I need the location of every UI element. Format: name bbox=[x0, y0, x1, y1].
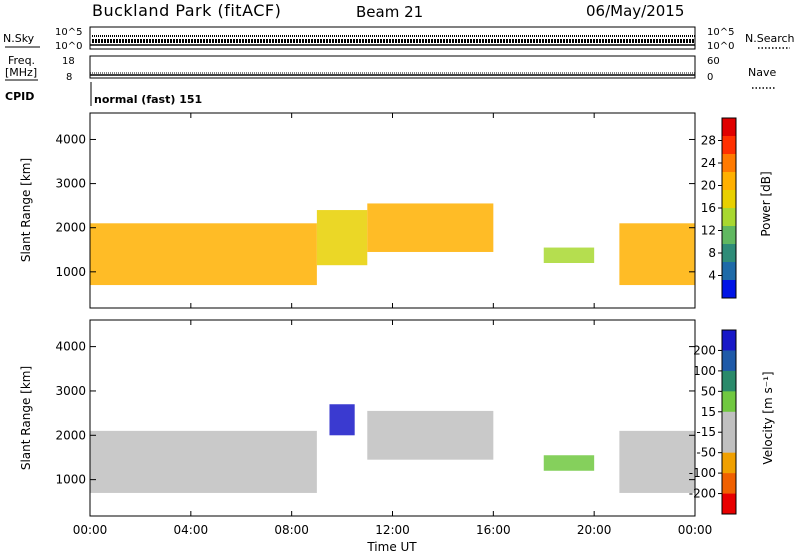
velocity-colorbar-frame bbox=[721, 329, 737, 515]
power-colorbar-tick-label: 8 bbox=[708, 246, 716, 260]
power-colorbar-tick-label: 28 bbox=[701, 134, 716, 148]
beam-title: Beam 21 bbox=[356, 3, 423, 21]
velocity-colorbar-segment bbox=[722, 473, 736, 494]
velocity-y-tick-label: 1000 bbox=[55, 473, 86, 487]
power-y-tick-label: 2000 bbox=[55, 221, 86, 235]
power-chart: 1000 2000 3000 4000 Slant Range [km] bbox=[19, 112, 696, 309]
date-title: 06/May/2015 bbox=[586, 2, 684, 20]
velocity-colorbar-segment bbox=[722, 330, 736, 351]
velocity-colorbar-tick-label: -100 bbox=[689, 466, 716, 480]
velocity-colorbar-tick-label: -200 bbox=[689, 487, 716, 501]
velocity-colorbar-tick-label: 50 bbox=[701, 384, 716, 398]
power-axes: 1000 2000 3000 4000 bbox=[55, 113, 696, 308]
power-colorbar-tick-label: 16 bbox=[701, 201, 716, 215]
freq-unit-label: [MHz] bbox=[5, 66, 37, 79]
velocity-colorbar-tick-label: -15 bbox=[696, 425, 716, 439]
x-tick-label: 00:00 bbox=[73, 523, 108, 537]
nsky-tick-bottom: 10^0 bbox=[55, 41, 82, 52]
velocity-echo-band bbox=[543, 455, 595, 471]
velocity-colorbar-segment bbox=[722, 350, 736, 372]
power-colorbar-segment bbox=[722, 280, 736, 299]
velocity-echo-band bbox=[619, 430, 695, 493]
power-colorbar-tick-label: 4 bbox=[708, 269, 716, 283]
cpid-label: CPID bbox=[5, 90, 34, 103]
x-tick-label: 16:00 bbox=[476, 523, 511, 537]
velocity-colorbar-segment bbox=[722, 493, 736, 515]
x-tick-label: 08:00 bbox=[274, 523, 309, 537]
velocity-colorbar-segment bbox=[722, 391, 736, 413]
freq-tick-top: 18 bbox=[62, 56, 75, 67]
velocity-y-tick-label: 4000 bbox=[55, 340, 86, 354]
nsearch-tick-bottom: 10^0 bbox=[707, 41, 734, 52]
velocity-colorbar-segment bbox=[722, 432, 736, 453]
velocity-echo-band bbox=[367, 410, 494, 460]
velocity-colorbar-tick-label: -50 bbox=[696, 446, 716, 460]
x-tick-label: 20:00 bbox=[577, 523, 612, 537]
power-y-tick-label: 1000 bbox=[55, 265, 86, 279]
power-echo-band bbox=[316, 210, 368, 266]
station-title: Buckland Park (fitACF) bbox=[92, 1, 281, 20]
power-colorbar-segment bbox=[722, 136, 736, 155]
velocity-colorbar-tick-label: 100 bbox=[693, 364, 716, 378]
velocity-echo-band bbox=[90, 430, 317, 493]
velocity-colorbar-segment bbox=[722, 452, 736, 474]
velocity-colorbar: 200 100 50 15 -15 -50 -100 -200 bbox=[689, 329, 737, 515]
power-echo-band bbox=[619, 223, 695, 286]
power-y-axis-label: Slant Range [km] bbox=[19, 158, 33, 262]
power-y-tick-label: 4000 bbox=[55, 132, 86, 146]
x-tick-label: 04:00 bbox=[174, 523, 209, 537]
power-colorbar-tick-label: 24 bbox=[701, 156, 716, 170]
nave-tick-bottom: 0 bbox=[707, 72, 713, 83]
nsky-panel bbox=[89, 26, 696, 50]
power-echo-band bbox=[90, 223, 317, 286]
power-colorbar: 28 24 20 16 12 8 4 bbox=[701, 117, 737, 299]
nsky-label: N.Sky bbox=[3, 32, 35, 45]
power-colorbar-segment bbox=[722, 262, 736, 281]
velocity-axes: 00:00 04:00 08:00 12:00 16:00 20:00 00:00 1000 2… bbox=[55, 320, 712, 537]
velocity-colorbar-label: Velocity [m s⁻¹] bbox=[761, 371, 775, 464]
power-colorbar-label: Power [dB] bbox=[759, 171, 773, 236]
power-echo-band bbox=[543, 247, 595, 263]
power-colorbar-segment bbox=[722, 172, 736, 191]
power-colorbar-segment bbox=[722, 154, 736, 173]
nave-tick-top: 60 bbox=[707, 56, 720, 67]
power-colorbar-segment bbox=[722, 190, 736, 209]
x-tick-label: 12:00 bbox=[375, 523, 410, 537]
freq-label: Freq. bbox=[8, 54, 35, 67]
power-colorbar-segment bbox=[722, 208, 736, 227]
nsearch-label: N.Search bbox=[745, 32, 795, 45]
x-tick-label: 00:00 bbox=[678, 523, 713, 537]
freq-strip: Freq. [MHz] 18 8 60 0 Nave bbox=[5, 54, 776, 89]
freq-tick-bottom: 8 bbox=[66, 72, 72, 83]
velocity-y-tick-label: 2000 bbox=[55, 428, 86, 442]
power-echo-band bbox=[367, 203, 494, 252]
nsky-tick-top: 10^5 bbox=[55, 27, 82, 38]
velocity-scatter bbox=[90, 404, 695, 493]
power-colorbar-tick-label: 12 bbox=[701, 224, 716, 238]
nsky-strip: N.Sky 10^5 10^0 10^5 10^0 N.Search bbox=[3, 26, 795, 52]
power-colorbar-segment bbox=[722, 244, 736, 263]
velocity-colorbar-segment bbox=[722, 370, 736, 392]
power-colorbar-segment bbox=[722, 226, 736, 245]
velocity-colorbar-segment bbox=[722, 411, 736, 433]
velocity-colorbar-tick-label: 200 bbox=[693, 343, 716, 357]
velocity-echo-band bbox=[329, 404, 355, 436]
x-axis-label: Time UT bbox=[366, 540, 417, 554]
power-colorbar-tick-label: 20 bbox=[701, 179, 716, 193]
power-colorbar-segment bbox=[722, 118, 736, 137]
cpid-value: normal (fast) 151 bbox=[94, 93, 202, 106]
velocity-y-tick-label: 3000 bbox=[55, 384, 86, 398]
velocity-y-axis-label: Slant Range [km] bbox=[19, 366, 33, 470]
nsearch-tick-top: 10^5 bbox=[707, 27, 734, 38]
power-y-tick-label: 3000 bbox=[55, 177, 86, 191]
nave-label: Nave bbox=[748, 66, 776, 79]
power-scatter bbox=[90, 203, 695, 286]
velocity-colorbar-tick-label: 15 bbox=[701, 405, 716, 419]
freq-panel bbox=[89, 55, 696, 79]
velocity-chart: 00:00 04:00 08:00 12:00 16:00 20:00 00:00 1000 2… bbox=[19, 319, 712, 554]
